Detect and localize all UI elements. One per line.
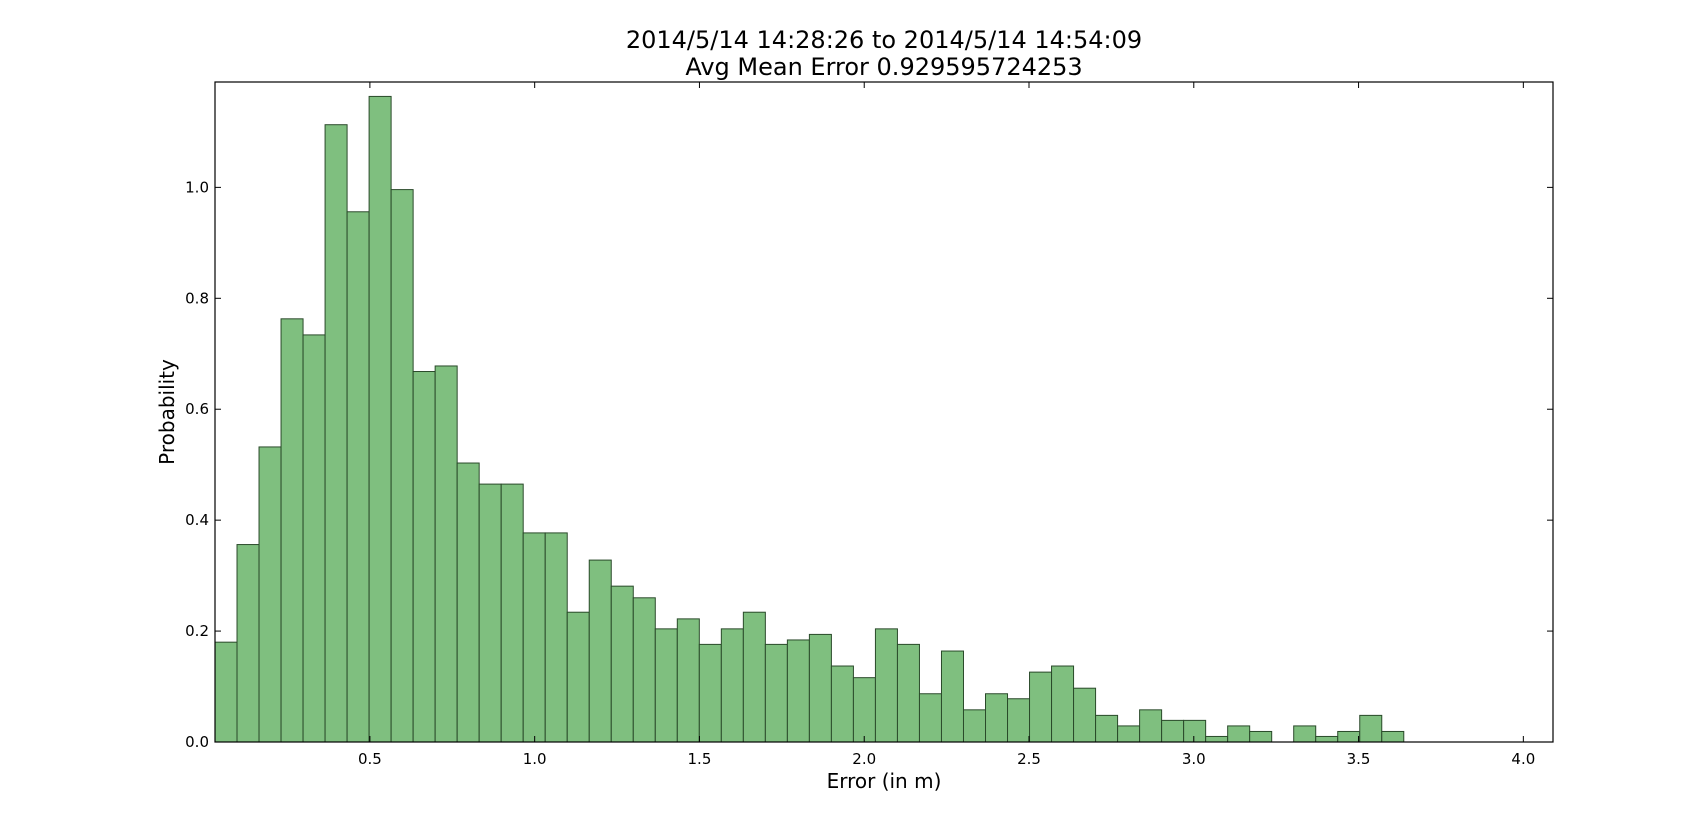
histogram-bar [236,544,260,743]
x-tick-label: 0.5 [358,750,382,768]
histogram-bar [456,462,480,743]
histogram-bar [676,618,700,743]
histogram-bar [588,559,612,743]
histogram-bar [720,628,744,743]
y-axis-label: Probability [155,359,179,465]
histogram-bar [412,371,436,743]
y-tick-label: 0.8 [185,289,209,307]
histogram-bar [1227,725,1251,743]
histogram-bar [566,611,590,743]
x-tick-label: 2.0 [852,750,876,768]
histogram-bar [1183,719,1207,743]
histogram-bar [302,334,326,743]
histogram-bar [1315,735,1339,743]
y-tick-label: 0.6 [185,400,209,418]
histogram-bar [500,483,524,743]
histogram-bar [1051,665,1075,743]
y-tick-label: 0.0 [185,733,209,751]
histogram-bar [896,643,920,743]
histogram-bar [1337,730,1361,743]
x-tick-label: 3.0 [1182,750,1206,768]
histogram-bar [280,318,304,743]
x-tick-label: 1.0 [523,750,547,768]
histogram-bar [1293,725,1317,743]
histogram-bar [1381,730,1405,743]
histogram-bar [324,124,348,743]
histogram-bar [852,677,876,743]
chart-title-line-1: 2014/5/14 14:28:26 to 2014/5/14 14:54:09 [626,26,1142,54]
histogram-bar [830,665,854,743]
histogram-bar [874,628,898,743]
histogram-bar [1095,714,1119,743]
histogram-bar [434,365,458,743]
histogram-bar [985,693,1009,743]
histogram-bar [1029,671,1053,743]
histogram-bar [1161,719,1185,743]
ticks-layer: 0.5 1.0 1.5 2.0 2.5 3.0 3.5 4.0 0.0 0.2 0.4 0.6 0.8 1… [185,82,1553,768]
x-tick-label: 4.0 [1511,750,1535,768]
histogram-bar [1117,725,1141,743]
x-axis-label: Error (in m) [827,769,942,793]
histogram-bar [1073,687,1097,743]
plot-frame [214,81,1554,743]
chart-title-line-2: Avg Mean Error 0.929595724253 [685,53,1082,81]
histogram-bar [698,643,722,743]
histogram-bar [258,446,282,743]
x-tick-label: 3.5 [1347,750,1371,768]
histogram-bar [808,633,832,743]
histogram-bar [544,532,568,743]
x-tick-label: 1.5 [688,750,712,768]
histogram-bar [1007,698,1031,743]
y-tick-label: 0.4 [185,511,209,529]
histogram-bar [786,639,810,743]
histogram-bar [1205,735,1229,743]
histogram-bar [918,693,942,743]
histogram-bar [764,643,788,743]
histogram-bar [214,641,238,743]
histogram-bar [478,483,502,743]
histogram-bar [610,585,634,743]
histogram-bar [346,211,370,743]
histogram-bar [390,189,414,743]
histogram-bar [1139,709,1163,743]
histogram-bar [654,628,678,743]
histogram-bar [940,650,964,743]
histogram-bar [632,597,656,743]
histogram-bar [962,709,987,743]
histogram-bar [742,611,766,743]
y-tick-label: 0.2 [185,622,209,640]
y-tick-label: 1.0 [185,178,209,196]
histogram-bar [522,532,546,743]
histogram-bar [1249,730,1273,743]
bars-layer [214,95,1405,743]
x-tick-label: 2.5 [1017,750,1041,768]
histogram-bar [368,95,392,743]
histogram-bar [1359,714,1383,743]
